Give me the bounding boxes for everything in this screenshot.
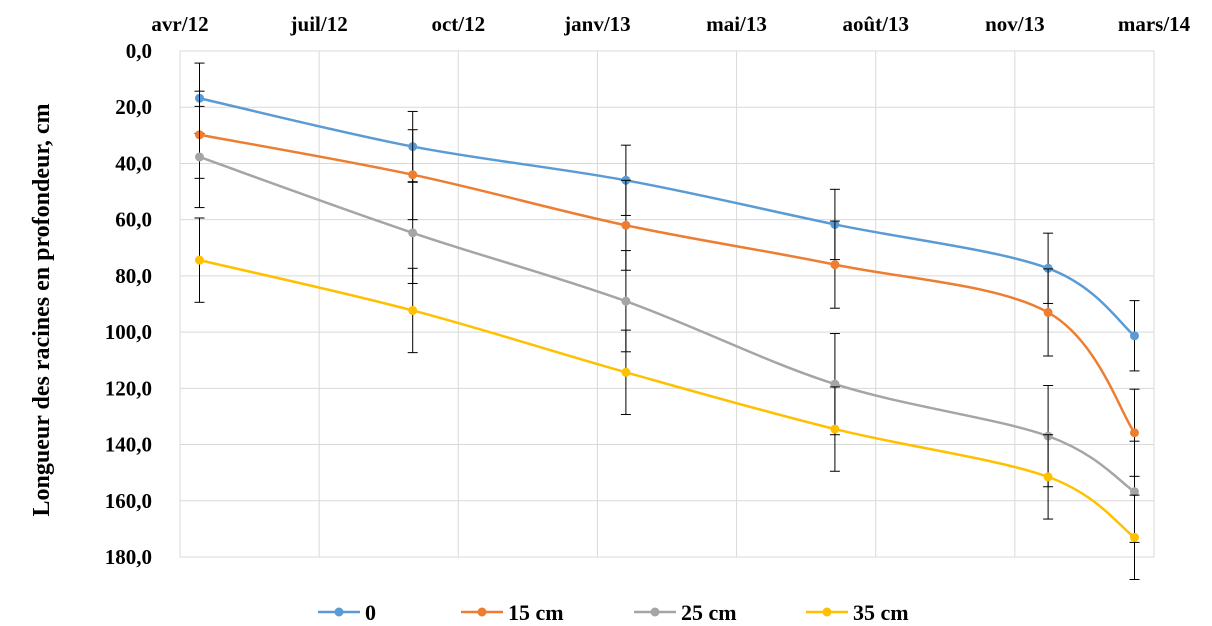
y-tick-label: 140,0: [105, 433, 152, 457]
data-point: [408, 305, 418, 315]
y-tick-label: 100,0: [105, 320, 152, 344]
x-tick-label: avr/12: [151, 12, 208, 36]
legend-item: 35 cm: [806, 600, 909, 625]
series-line: [199, 97, 1136, 337]
x-tick-label: nov/13: [985, 12, 1045, 36]
series-3: [194, 217, 1140, 580]
series-group: [194, 62, 1140, 580]
x-axis-ticks: avr/12 juil/12 oct/12 janv/13 mai/13 août/13 n…: [151, 12, 1190, 36]
data-point: [830, 424, 840, 434]
legend-swatch-marker: [650, 607, 660, 617]
y-tick-label: 160,0: [105, 489, 152, 513]
data-point: [408, 228, 418, 238]
data-point: [830, 260, 840, 270]
y-tick-label: 20,0: [115, 95, 152, 119]
legend-item: 15 cm: [461, 600, 564, 625]
x-tick-label: août/13: [842, 12, 909, 36]
data-point: [1043, 472, 1053, 482]
data-point: [1043, 307, 1053, 317]
data-point: [1129, 487, 1139, 497]
grid: [179, 50, 1155, 558]
data-point: [1129, 331, 1139, 341]
y-axis-ticks: 0,0 20,0 40,0 60,0 80,0 100,0 120,0 140,0 160,0 1…: [105, 39, 152, 569]
legend: 0 15 cm 25 cm 35 cm: [318, 600, 909, 625]
x-tick-label: juil/12: [290, 12, 348, 36]
series-line: [199, 155, 1136, 493]
legend-label: 15 cm: [508, 600, 564, 625]
legend-swatch-marker: [477, 607, 487, 617]
data-point: [621, 296, 631, 306]
legend-item: 25 cm: [634, 600, 737, 625]
data-point: [408, 170, 418, 180]
legend-swatch-marker: [822, 607, 832, 617]
legend-label: 0: [365, 600, 376, 625]
data-point: [830, 379, 840, 389]
legend-swatch-marker: [334, 607, 344, 617]
legend-label: 35 cm: [853, 600, 909, 625]
x-tick-label: janv/13: [563, 12, 631, 36]
x-tick-label: mai/13: [706, 12, 767, 36]
data-point: [1129, 532, 1139, 542]
series-2: [194, 105, 1140, 543]
series-line: [199, 258, 1136, 539]
y-tick-label: 40,0: [115, 151, 152, 175]
y-tick-label: 60,0: [115, 208, 152, 232]
y-axis-label: Longueur des racines en profondeur, cm: [29, 104, 55, 517]
x-tick-label: mars/14: [1118, 12, 1191, 36]
data-point: [1043, 263, 1053, 273]
data-point: [621, 220, 631, 230]
x-tick-label: oct/12: [431, 12, 485, 36]
series-0: [194, 62, 1140, 372]
y-tick-label: 180,0: [105, 545, 152, 569]
data-point: [195, 255, 205, 265]
y-tick-label: 0,0: [126, 39, 152, 63]
data-point: [1129, 428, 1139, 438]
y-tick-label: 120,0: [105, 376, 152, 400]
legend-label: 25 cm: [681, 600, 737, 625]
series-1: [194, 90, 1140, 477]
legend-item: 0: [318, 600, 376, 625]
y-tick-label: 80,0: [115, 264, 152, 288]
data-point: [195, 152, 205, 162]
data-point: [621, 367, 631, 377]
